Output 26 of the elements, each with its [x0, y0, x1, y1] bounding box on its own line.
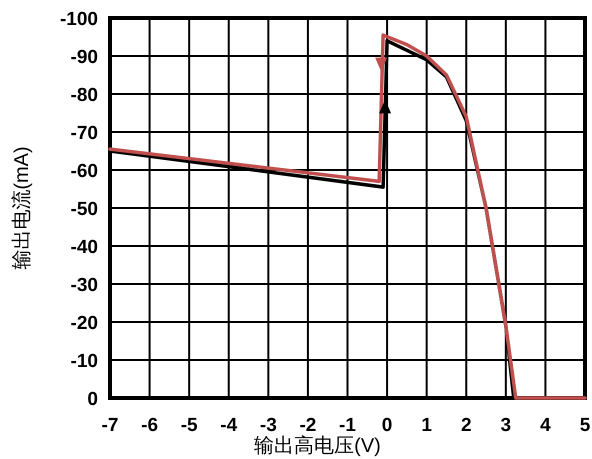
x-tick-label: 5: [580, 415, 591, 436]
y-tick-label: -60: [70, 161, 98, 182]
y-tick-label: -30: [70, 275, 98, 296]
y-tick-label: -20: [70, 313, 98, 334]
y-tick-label: -10: [70, 351, 98, 372]
y-tick-label: -40: [70, 237, 98, 258]
y-tick-label: 0: [87, 389, 98, 410]
y-tick-label: -90: [70, 47, 98, 68]
y-tick-label: -70: [70, 123, 98, 144]
x-tick-label: 2: [460, 415, 472, 436]
y-tick-label: -50: [70, 199, 98, 220]
y-axis-title: 输出电流(mA): [11, 146, 33, 270]
x-tick-label: -3: [260, 415, 277, 436]
y-tick-label: -100: [60, 9, 98, 30]
x-tick-label: 1: [421, 415, 432, 436]
x-tick-label: 4: [540, 415, 552, 436]
x-tick-label: -5: [180, 415, 198, 436]
x-tick-label: -7: [102, 415, 118, 436]
x-tick-label: -1: [339, 415, 356, 436]
x-tick-label: -4: [220, 415, 238, 436]
x-tick-label: -6: [141, 415, 158, 436]
y-tick-label: -80: [70, 85, 98, 106]
x-tick-label: 0: [382, 415, 392, 436]
x-tick-label: 3: [500, 415, 512, 436]
x-axis-title: 输出高电压(V): [254, 434, 381, 457]
x-tick-label: -2: [299, 415, 316, 436]
